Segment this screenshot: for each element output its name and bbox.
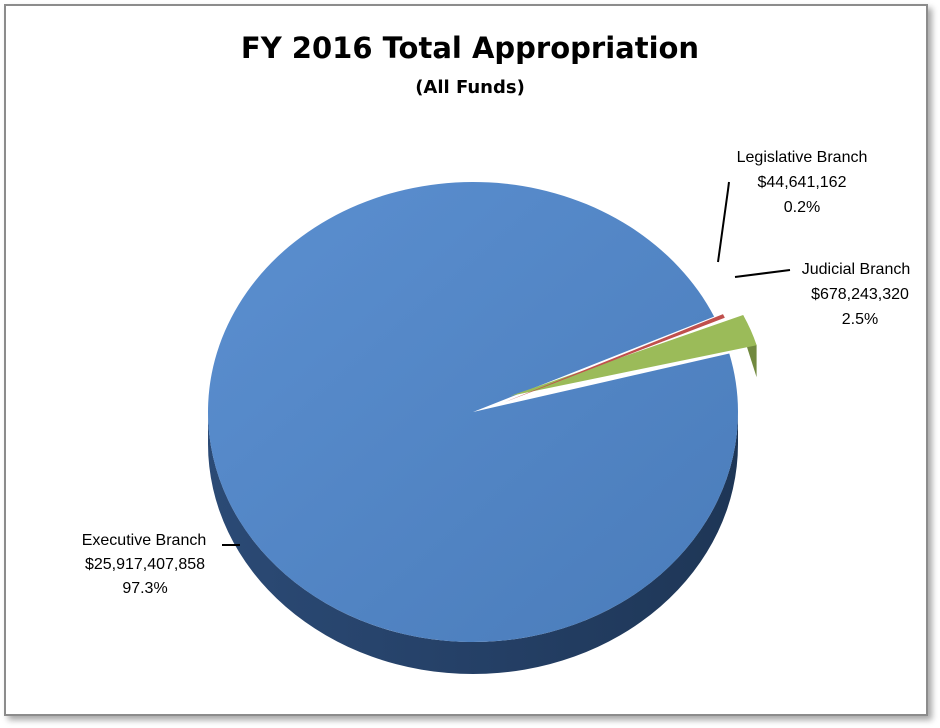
leader-line-legislative <box>717 181 730 263</box>
chart-title: FY 2016 Total Appropriation <box>241 31 699 65</box>
label-legislative-percent: 0.2% <box>784 199 820 216</box>
chart-subtitle: (All Funds) <box>415 77 525 98</box>
slice-legislative-branch <box>505 314 725 402</box>
label-judicial-percent: 2.5% <box>842 311 878 328</box>
label-executive-percent: 97.3% <box>122 580 167 597</box>
label-executive-value: $25,917,407,858 <box>85 556 205 573</box>
slice-executive-branch <box>208 181 738 642</box>
label-executive-branch: Executive Branch $25,917,407,858 97.3% <box>82 532 207 597</box>
label-judicial-branch: Judicial Branch $678,243,320 2.5% <box>802 261 911 328</box>
label-legislative-name: Legislative Branch <box>737 149 868 166</box>
label-judicial-value: $678,243,320 <box>811 286 909 303</box>
label-legislative-branch: Legislative Branch $44,641,162 0.2% <box>737 149 868 216</box>
leader-line-judicial <box>734 269 791 278</box>
label-legislative-value: $44,641,162 <box>758 174 847 191</box>
label-executive-name: Executive Branch <box>82 532 207 549</box>
label-judicial-name: Judicial Branch <box>802 261 911 278</box>
